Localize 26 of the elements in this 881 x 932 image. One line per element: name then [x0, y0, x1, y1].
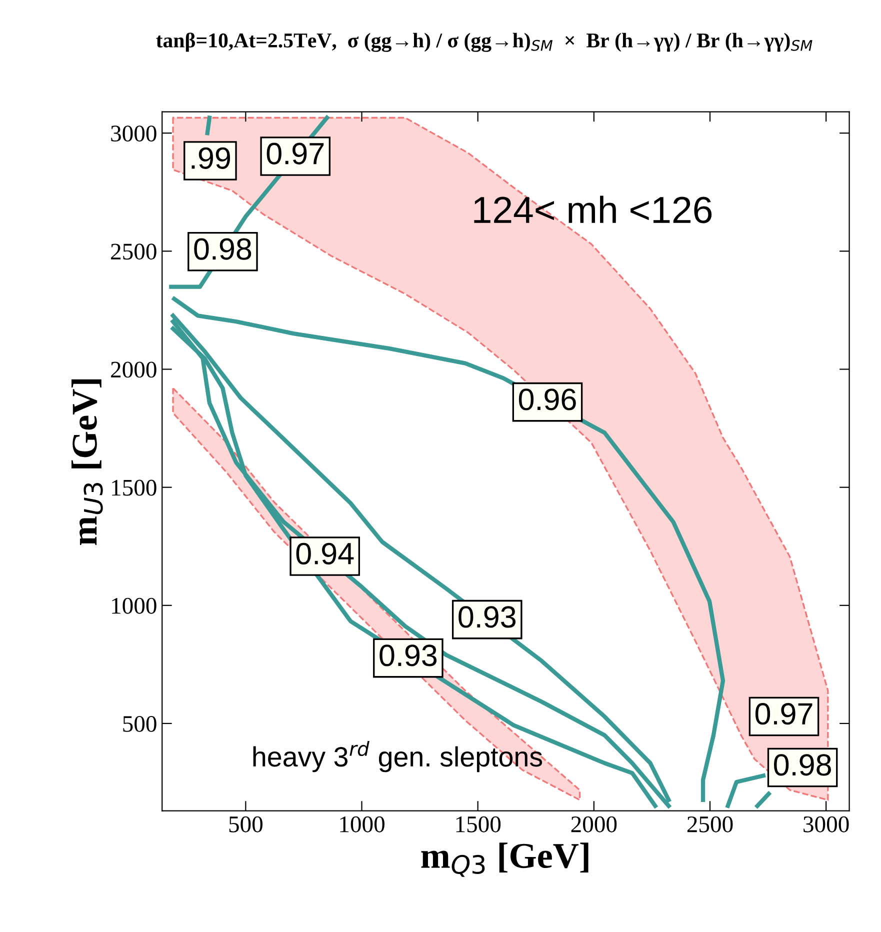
annotation: 0.96 — [518, 388, 576, 410]
x-tick-label: 2000 — [571, 816, 617, 832]
annotation: 0.94 — [296, 542, 354, 564]
x-axis-title: m$_{Q3}$ [GeV] — [421, 842, 588, 877]
y-axis-title: m$_{U3}$ [GeV] — [71, 379, 103, 546]
annotation: 0.98 — [194, 238, 252, 260]
annotation: 0.97 — [266, 142, 324, 164]
annotation: 124< mh <126 — [474, 196, 712, 224]
x-tick-label: 2500 — [687, 816, 733, 832]
y-tick-label: 3000 — [111, 126, 156, 142]
annotation: 0.98 — [774, 754, 831, 776]
annotation: 0.93 — [380, 644, 437, 666]
y-tick-label: 1000 — [112, 598, 156, 614]
x-tick-label: 1000 — [340, 816, 384, 832]
annotation: 0.97 — [755, 703, 812, 725]
x-tick-label: 3000 — [804, 816, 849, 832]
annotation: 0.93 — [458, 606, 516, 628]
x-tick-label: 500 — [229, 816, 262, 832]
y-tick-label: 500 — [123, 716, 156, 732]
y-tick-label: 1500 — [112, 480, 156, 496]
x-tick-label: 1500 — [456, 816, 501, 832]
annotation: heavy 3$^{rd}$ gen. sleptons — [253, 741, 542, 772]
y-tick-label: 2500 — [111, 244, 156, 260]
annotation: .99 — [192, 147, 230, 169]
chart-title: tanβ=10,At=2.5TeV, σ (gg→h) / σ (gg→h)$_{SM}$ × Br (h→γγ) / Br (h→γγ)$_{SM}$ — [156, 32, 812, 52]
y-tick-label: 2000 — [111, 362, 156, 378]
